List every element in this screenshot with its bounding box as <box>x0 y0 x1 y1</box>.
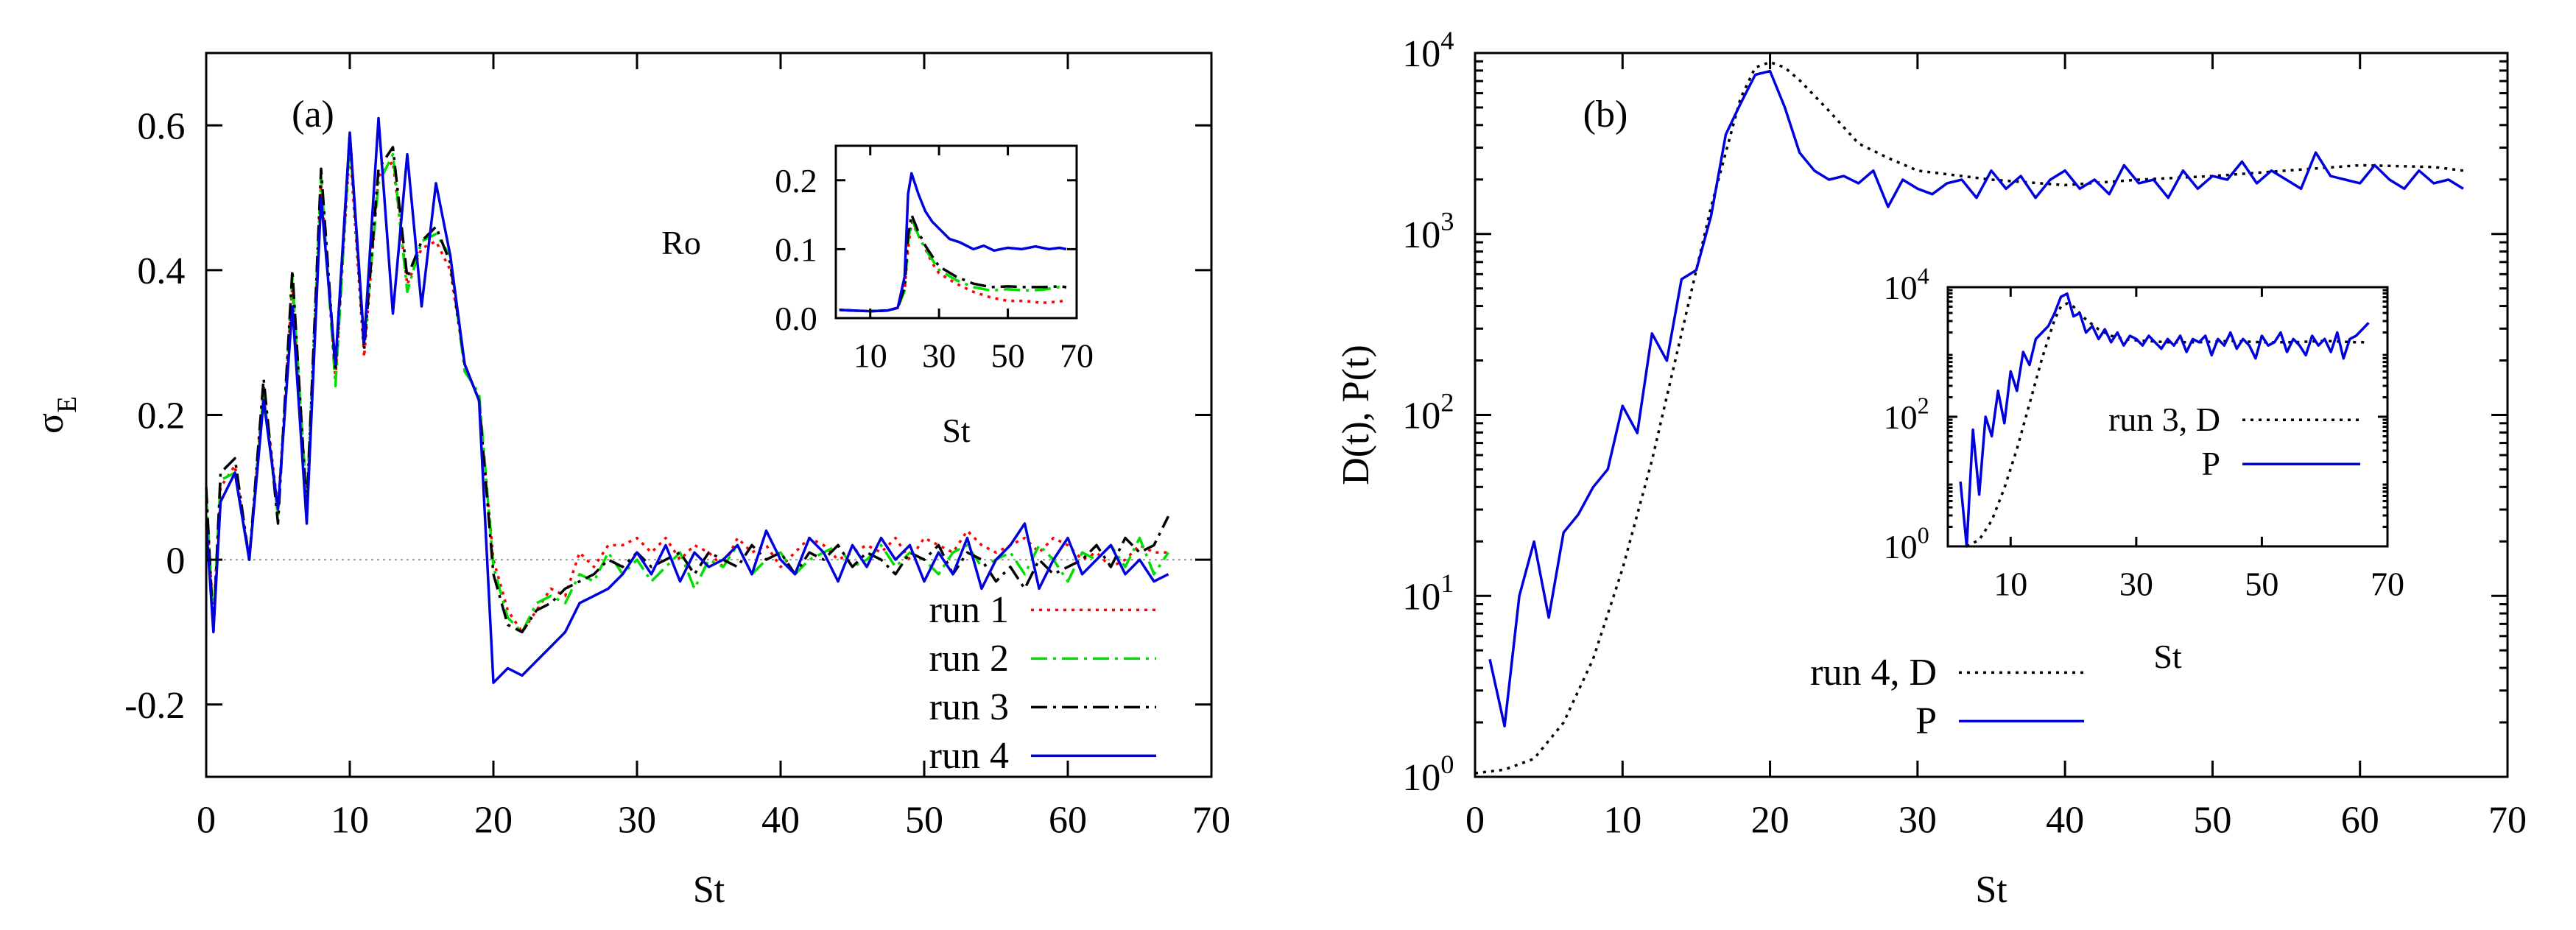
y-tick-label: 100 <box>1402 750 1454 799</box>
y-axis-label: D(t), P(t) <box>1335 345 1377 485</box>
x-tick-label: 70 <box>1060 337 1094 375</box>
series-3-line <box>839 213 1067 313</box>
series-1-line <box>1966 302 2369 548</box>
series-2-line <box>839 216 1067 313</box>
y-tick-label: 0.1 <box>775 231 817 269</box>
panel-a-inset-background <box>836 146 1077 318</box>
x-tick-label: 30 <box>1898 799 1937 841</box>
y-axis-label: σE <box>29 396 82 434</box>
y-tick-label: 104 <box>1402 26 1454 75</box>
y-tick-label: 0.4 <box>137 250 185 292</box>
y-tick-label: 0.2 <box>775 162 817 200</box>
x-tick-label: 10 <box>331 799 369 841</box>
x-tick-label: 30 <box>922 337 956 375</box>
legend-label: run 4, D <box>1810 652 1937 694</box>
legend-label: run 2 <box>929 638 1009 680</box>
x-tick-label: 50 <box>2245 566 2278 603</box>
legend-label: run 3 <box>929 686 1009 728</box>
y-tick-label: 0.2 <box>137 395 185 437</box>
x-tick-label: 10 <box>854 337 887 375</box>
legend-label: run 4 <box>929 735 1009 777</box>
y-tick-label: 102 <box>1402 387 1454 437</box>
x-tick-label: 50 <box>991 337 1025 375</box>
legend-label: run 1 <box>929 589 1009 631</box>
y-tick-label: 102 <box>1884 392 1929 436</box>
y-tick-label: 100 <box>1884 521 1929 566</box>
y-tick-label: 0.6 <box>137 106 185 148</box>
panel-b-inset: 10 30 50 70 100 102 104 St run 3, D P <box>1884 262 2404 675</box>
y-tick-label: 0.0 <box>775 300 817 337</box>
panel-label: (a) <box>292 94 334 135</box>
x-axis-label: St <box>2153 638 2182 675</box>
x-tick-label: 30 <box>618 799 656 841</box>
panel-a: 0 10 20 30 40 50 60 70 -0.2 0 0.2 0.4 0.6 St σE (a) run … <box>29 52 1231 911</box>
x-axis-label: St <box>942 412 971 449</box>
x-tick-label: 40 <box>761 799 800 841</box>
panel-b: 0 10 20 30 40 50 60 70 100 101 102 103 104 St D(t), P(… <box>1335 26 2527 911</box>
x-axis-label: St <box>1975 869 2007 911</box>
x-tick-label: 0 <box>1465 799 1485 841</box>
x-axis-label: St <box>693 869 725 911</box>
x-tick-label: 20 <box>474 799 513 841</box>
series-2-line <box>1488 69 2464 728</box>
y-tick-label: 104 <box>1884 262 1929 306</box>
x-tick-label: 10 <box>1993 566 2027 603</box>
x-tick-label: 60 <box>2341 799 2379 841</box>
x-tick-label: 50 <box>905 799 943 841</box>
x-tick-label: 60 <box>1049 799 1087 841</box>
x-tick-label: 20 <box>1751 799 1790 841</box>
x-tick-label: 50 <box>2193 799 2231 841</box>
x-tick-label: 70 <box>1192 799 1231 841</box>
series-4-line <box>839 172 1067 313</box>
y-axis-label: Ro <box>661 224 701 261</box>
legend-label: P <box>1915 700 1937 742</box>
panel-a-inset: 10 30 50 70 0.0 0.1 0.2 St Ro <box>661 144 1094 449</box>
legend-label: P <box>2201 445 2220 482</box>
y-tick-label: -0.2 <box>124 685 185 727</box>
panel-label: (b) <box>1583 94 1628 135</box>
y-tick-label: 103 <box>1402 207 1454 256</box>
x-tick-label: 10 <box>1603 799 1641 841</box>
x-tick-label: 30 <box>2119 566 2153 603</box>
y-tick-label: 101 <box>1402 568 1454 618</box>
legend-label: run 3, D <box>2108 401 2220 438</box>
panel-a-inset-frame <box>834 144 1078 320</box>
series-2-line <box>1959 292 2370 548</box>
x-tick-label: 40 <box>2046 799 2084 841</box>
x-tick-label: 0 <box>197 799 216 841</box>
x-tick-label: 70 <box>2488 799 2527 841</box>
y-tick-label: 0 <box>166 540 185 582</box>
panel-b-inset-background <box>1948 287 2387 546</box>
series-4-line <box>205 116 1169 684</box>
x-tick-label: 70 <box>2371 566 2404 603</box>
